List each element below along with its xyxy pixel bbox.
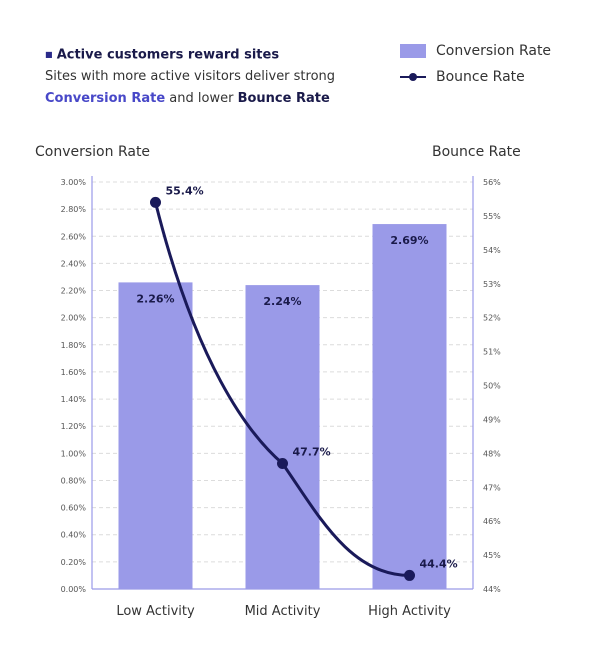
right-tick-label: 56% — [483, 178, 501, 187]
legend-item-bounce: Bounce Rate — [400, 69, 551, 85]
left-axis-title: Conversion Rate — [35, 144, 151, 160]
legend-label-bounce: Bounce Rate — [436, 69, 525, 85]
left-tick-label: 3.00% — [61, 178, 87, 187]
left-tick-label: 0.40% — [61, 531, 87, 540]
bullet-icon: ■ — [45, 50, 53, 59]
left-tick-label: 0.20% — [61, 558, 87, 567]
left-tick-label: 1.60% — [61, 368, 87, 377]
bounce-rate-line — [154, 200, 411, 577]
left-tick-label: 2.60% — [61, 232, 87, 241]
line-data-label: 55.4% — [166, 184, 204, 197]
left-tick-label: 2.20% — [61, 287, 87, 296]
right-tick-label: 55% — [483, 212, 501, 221]
headline-line-2: Conversion Rate and lower Bounce Rate — [45, 88, 375, 110]
bar-data-label: 2.69% — [390, 234, 428, 247]
bar-data-label: 2.24% — [263, 295, 301, 308]
bar-conversion-3 — [372, 224, 447, 589]
right-tick-label: 46% — [483, 517, 501, 526]
headline-title: Active customers reward sites — [56, 47, 280, 63]
right-tick-label: 45% — [483, 551, 501, 560]
headline-title-row: ■ Active customers reward sites — [45, 45, 375, 66]
category-label: Mid Activity — [245, 604, 321, 619]
legend: Conversion Rate Bounce Rate — [400, 43, 551, 85]
category-label: Low Activity — [116, 604, 195, 619]
headline-connector: and lower — [165, 90, 238, 106]
right-tick-label: 48% — [483, 449, 501, 458]
left-tick-label: 0.00% — [61, 585, 87, 594]
line-data-label: 47.7% — [293, 446, 331, 459]
left-tick-label: 1.40% — [61, 395, 87, 404]
left-tick-label: 1.00% — [61, 449, 87, 458]
right-tick-label: 44% — [483, 585, 501, 594]
right-tick-label: 49% — [483, 415, 501, 424]
bar-data-label: 2.26% — [136, 292, 174, 305]
left-tick-label: 1.20% — [61, 422, 87, 431]
right-tick-label: 47% — [483, 483, 501, 492]
legend-line-swatch — [400, 70, 426, 84]
legend-bar-swatch — [400, 44, 426, 58]
line-data-label: 44.4% — [420, 557, 458, 570]
headline-line-1: Sites with more active visitors deliver … — [45, 68, 336, 84]
left-tick-label: 0.80% — [61, 476, 87, 485]
left-tick-label: 1.80% — [61, 341, 87, 350]
headline-conversion-term: Conversion Rate — [45, 90, 166, 106]
right-axis-title: Bounce Rate — [432, 144, 521, 160]
bounce-point-3 — [404, 569, 415, 581]
left-tick-label: 2.80% — [61, 205, 87, 214]
legend-item-conversion: Conversion Rate — [400, 43, 551, 59]
bounce-point-2 — [277, 458, 288, 470]
legend-label-conversion: Conversion Rate — [436, 43, 552, 59]
left-tick-label: 0.60% — [61, 504, 87, 513]
right-tick-label: 52% — [483, 314, 501, 323]
bar-conversion-1 — [118, 282, 193, 589]
right-tick-label: 51% — [483, 348, 501, 357]
headline-bounce-term: Bounce Rate — [237, 90, 330, 106]
category-label: High Activity — [368, 604, 451, 619]
right-tick-label: 53% — [483, 280, 501, 289]
bounce-point-1 — [150, 196, 161, 208]
right-tick-label: 50% — [483, 382, 501, 391]
headline: ■ Active customers reward sites Sites wi… — [45, 45, 375, 110]
left-tick-label: 2.40% — [61, 259, 87, 268]
left-tick-label: 2.00% — [61, 314, 87, 323]
right-tick-label: 54% — [483, 246, 501, 255]
